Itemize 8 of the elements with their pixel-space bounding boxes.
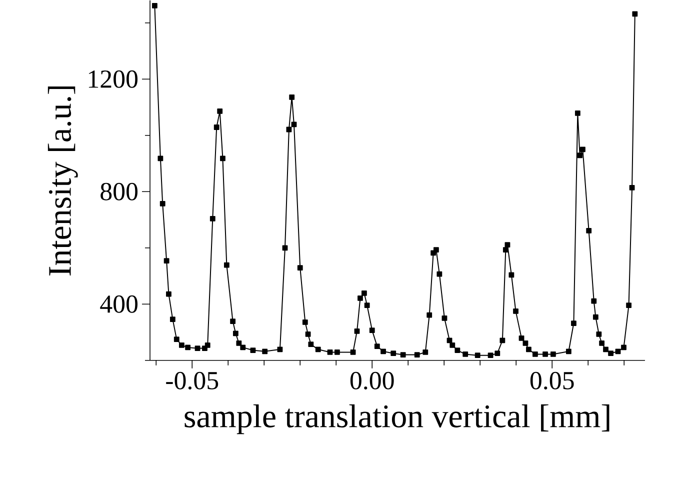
- x-tick-label: 0.00: [350, 372, 394, 390]
- y-tick-label: 1200: [88, 70, 138, 88]
- x-tick-label: -0.05: [166, 372, 218, 390]
- y-tick-label: 400: [100, 295, 138, 313]
- y-tick-label: 800: [100, 182, 138, 200]
- x-axis-title: sample translation vertical [mm]: [184, 404, 610, 434]
- x-tick-label: 0.05: [530, 372, 574, 390]
- y-axis-title: Intensity [a.u.]: [48, 86, 78, 276]
